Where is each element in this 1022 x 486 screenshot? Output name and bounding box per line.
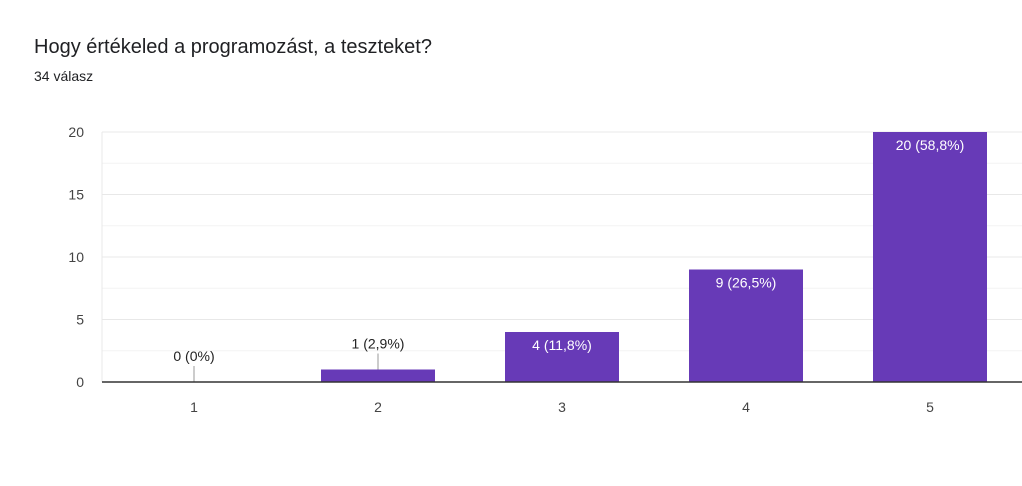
data-label: 4 (11,8%) [532, 337, 592, 353]
y-tick-label: 0 [76, 374, 84, 390]
bar [689, 269, 803, 382]
question-title: Hogy értékeled a programozást, a tesztek… [34, 36, 432, 58]
response-count: 34 válasz [34, 68, 94, 84]
data-label: 20 (58,8%) [896, 137, 964, 153]
x-tick-label: 1 [190, 399, 198, 415]
x-tick-label: 2 [374, 399, 382, 415]
data-label: 9 (26,5%) [716, 275, 777, 291]
y-tick-label: 5 [76, 312, 84, 328]
y-tick-label: 20 [68, 124, 84, 140]
bar [873, 132, 987, 382]
data-label: 1 (2,9%) [352, 336, 405, 352]
bar [505, 332, 619, 382]
bar [321, 369, 435, 382]
x-tick-label: 3 [558, 399, 566, 415]
data-label: 0 (0%) [173, 348, 214, 364]
y-tick-label: 15 [68, 187, 84, 203]
x-tick-label: 5 [926, 399, 934, 415]
y-tick-label: 10 [68, 249, 84, 265]
x-tick-label: 4 [742, 399, 750, 415]
